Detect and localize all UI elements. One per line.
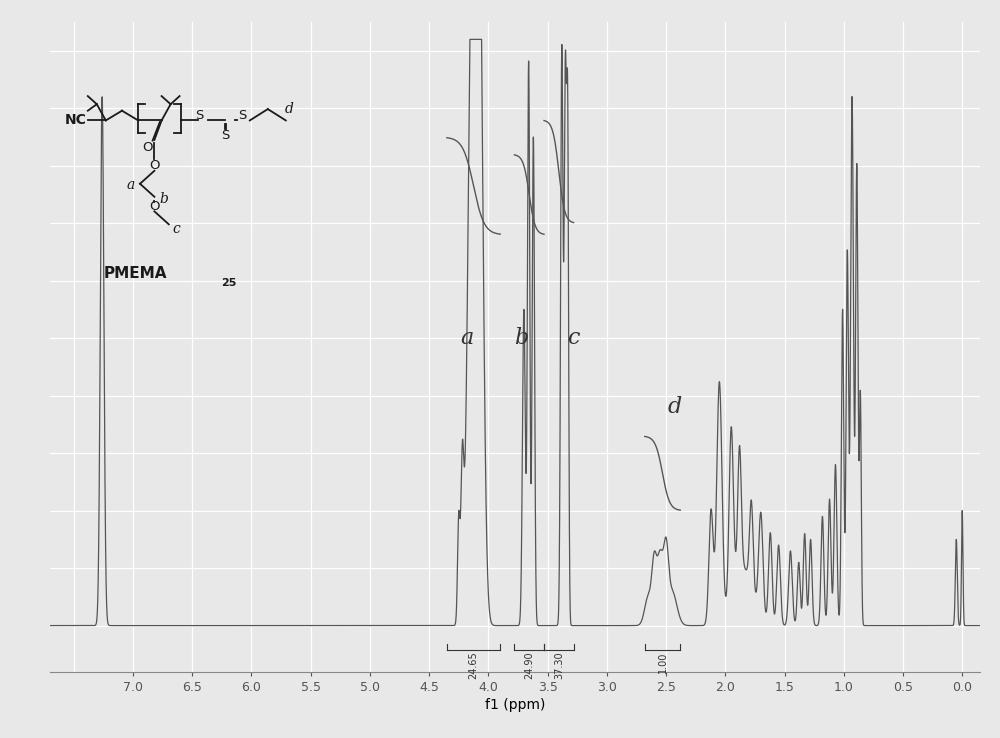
Text: a: a (127, 179, 135, 193)
Text: 1.00: 1.00 (657, 652, 667, 673)
Text: O: O (143, 140, 153, 154)
Text: S: S (221, 128, 230, 142)
Text: c: c (567, 327, 580, 349)
Text: NC: NC (64, 114, 86, 128)
Text: 37.30: 37.30 (554, 652, 564, 679)
Text: PMEMA: PMEMA (104, 266, 168, 280)
Text: 25: 25 (221, 278, 236, 289)
Text: b: b (159, 192, 168, 206)
Text: b: b (514, 327, 529, 349)
Text: S: S (195, 109, 204, 122)
Text: 24.65: 24.65 (469, 652, 479, 679)
Text: O: O (149, 200, 160, 213)
X-axis label: f1 (ppm): f1 (ppm) (485, 697, 545, 711)
Text: O: O (149, 159, 160, 172)
Text: 24.90: 24.90 (524, 652, 534, 679)
Text: d: d (667, 396, 681, 418)
Text: d: d (285, 102, 294, 116)
Text: S: S (238, 109, 247, 122)
Text: a: a (460, 327, 474, 349)
Text: c: c (172, 222, 180, 236)
